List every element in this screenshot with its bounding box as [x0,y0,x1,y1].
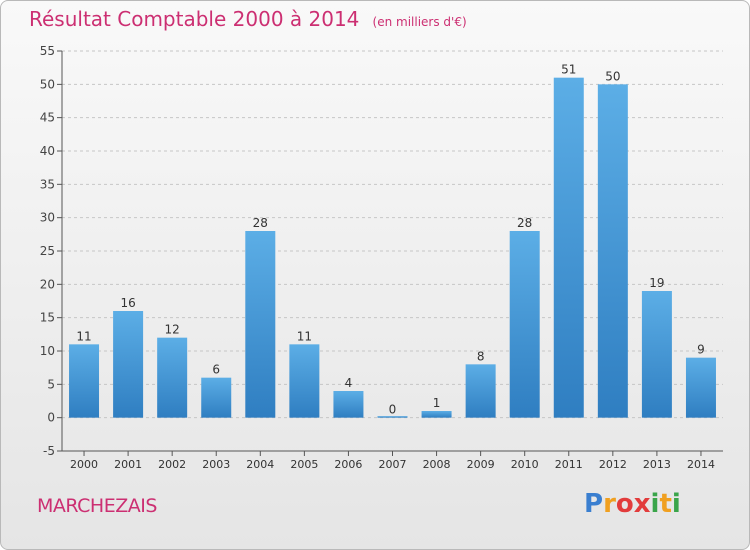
y-tick-label: 30 [40,211,55,225]
bar [553,77,584,418]
x-tick-label: 2013 [643,458,671,471]
x-tick-label: 2009 [467,458,495,471]
y-tick-label: 45 [40,111,55,125]
data-label: 51 [561,63,576,77]
x-tick-label: 2001 [114,458,142,471]
bar [685,357,716,418]
bar [377,416,408,418]
logo-letter: o [615,489,634,519]
logo-letter: t [659,489,672,519]
title-block: Résultat Comptable 2000 à 2014 (en milli… [29,7,467,31]
logo-letter: P [584,489,604,519]
x-tick-label: 2008 [423,458,451,471]
bar-layer [69,77,716,418]
logo-letter: r [603,489,616,519]
bar [69,344,100,418]
data-label: 8 [477,349,485,363]
x-tick-label: 2005 [290,458,318,471]
y-tick-label: 25 [40,244,55,258]
y-tick-label: -5 [43,444,55,458]
bar [157,337,188,418]
data-label: 50 [605,69,620,83]
bar [465,364,496,418]
y-tick-label: 5 [47,377,55,391]
data-label: 28 [253,216,268,230]
data-label: 11 [76,329,91,343]
y-tick-label: 10 [40,344,55,358]
y-tick-label: 15 [40,311,55,325]
y-tick-label: 50 [40,77,55,91]
commune-name: MARCHEZAIS [37,495,157,517]
data-label: 12 [165,323,180,337]
logo-letter: i [671,489,681,519]
data-label: 4 [345,376,353,390]
x-tick-label: 2007 [379,458,407,471]
bar [245,231,276,418]
bar [113,311,144,418]
y-tick-label: 40 [40,144,55,158]
data-label: 28 [517,216,532,230]
logo-letter: x [633,489,651,519]
x-tick-label: 2004 [246,458,274,471]
y-tick-label: 55 [40,44,55,58]
bar [509,231,540,418]
x-tick-label: 2003 [202,458,230,471]
proxiti-logo: Proxiti [584,489,681,519]
x-tick-label: 2006 [334,458,362,471]
bar [597,84,628,418]
x-tick-label: 2014 [687,458,715,471]
y-tick-label: 20 [40,277,55,291]
data-label: 0 [389,403,397,417]
data-label: 11 [297,329,312,343]
data-label: 9 [697,343,705,357]
bar [333,391,364,418]
y-tick-label: 35 [40,177,55,191]
bar [641,291,672,418]
chart-subtitle: (en milliers d'€) [372,15,467,29]
data-label: 1 [433,396,441,410]
x-tick-label: 2011 [555,458,583,471]
y-tick-label: 0 [47,411,55,425]
label-layer: 11 2000 16 2001 12 2002 6 2003 28 2004 11 2005 4 2006… [70,63,715,471]
x-tick-label: 2002 [158,458,186,471]
x-tick-label: 2010 [511,458,539,471]
data-label: 16 [120,296,135,310]
logo-letter: i [650,489,660,519]
x-tick-label: 2012 [599,458,627,471]
bar [201,377,232,418]
data-label: 19 [649,276,664,290]
x-tick-label: 2000 [70,458,98,471]
bar [289,344,320,418]
chart-title: Résultat Comptable 2000 à 2014 [29,7,360,31]
data-label: 6 [212,363,220,377]
bar [421,411,452,418]
